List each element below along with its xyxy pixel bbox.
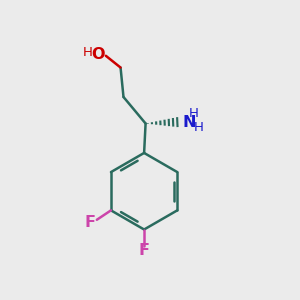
Text: O: O: [91, 47, 105, 62]
Text: N: N: [182, 115, 196, 130]
Text: F: F: [139, 244, 150, 259]
Text: H: H: [194, 121, 204, 134]
Text: F: F: [85, 215, 96, 230]
Text: H: H: [189, 107, 199, 120]
Text: H: H: [82, 46, 92, 59]
